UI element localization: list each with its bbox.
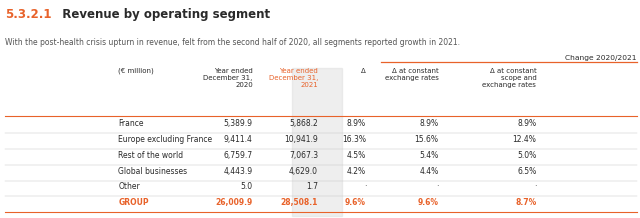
Bar (292, 68, 342, 216)
Text: 4.4%: 4.4% (419, 167, 438, 175)
Text: 10,941.9: 10,941.9 (284, 135, 318, 144)
Text: 5,389.9: 5,389.9 (224, 119, 253, 128)
Text: 5.3.2.1: 5.3.2.1 (5, 8, 52, 21)
Text: 9.6%: 9.6% (345, 198, 366, 207)
Text: 15.6%: 15.6% (415, 135, 438, 144)
Text: 16.3%: 16.3% (342, 135, 366, 144)
Text: GROUP: GROUP (118, 198, 149, 207)
Text: 28,508.1: 28,508.1 (281, 198, 318, 207)
Text: Change 2020/2021: Change 2020/2021 (565, 55, 637, 61)
Text: Year ended
December 31,
2020: Year ended December 31, 2020 (204, 68, 253, 88)
Text: 7,067.3: 7,067.3 (289, 151, 318, 160)
Text: With the post-health crisis upturn in revenue, felt from the second half of 2020: With the post-health crisis upturn in re… (5, 38, 460, 47)
Text: Year ended
December 31,
2021: Year ended December 31, 2021 (269, 68, 318, 88)
Text: Δ: Δ (362, 68, 366, 74)
Text: ·: · (534, 182, 536, 191)
Text: 6,759.7: 6,759.7 (223, 151, 253, 160)
Text: (€ million): (€ million) (118, 68, 154, 74)
Text: France: France (118, 119, 144, 128)
Text: 8.9%: 8.9% (347, 119, 366, 128)
Text: Revenue by operating segment: Revenue by operating segment (54, 8, 271, 21)
Text: Δ at constant
scope and
exchange rates: Δ at constant scope and exchange rates (483, 68, 536, 88)
Text: Rest of the world: Rest of the world (118, 151, 184, 160)
Text: 12.4%: 12.4% (513, 135, 536, 144)
Text: 8.9%: 8.9% (517, 119, 536, 128)
Text: 5.0%: 5.0% (517, 151, 536, 160)
Text: Other: Other (118, 182, 140, 191)
Text: 5.0: 5.0 (241, 182, 253, 191)
Text: 26,009.9: 26,009.9 (216, 198, 253, 207)
Text: 9.6%: 9.6% (417, 198, 438, 207)
Text: 8.7%: 8.7% (515, 198, 536, 207)
Text: 4,629.0: 4,629.0 (289, 167, 318, 175)
Text: 6.5%: 6.5% (517, 167, 536, 175)
Text: 8.9%: 8.9% (419, 119, 438, 128)
Text: 1.7: 1.7 (306, 182, 318, 191)
Text: Δ at constant
exchange rates: Δ at constant exchange rates (385, 68, 438, 81)
Text: 4,443.9: 4,443.9 (223, 167, 253, 175)
Text: 4.2%: 4.2% (347, 167, 366, 175)
Text: 5,868.2: 5,868.2 (289, 119, 318, 128)
Text: 9,411.4: 9,411.4 (224, 135, 253, 144)
Text: 4.5%: 4.5% (347, 151, 366, 160)
Text: ·: · (364, 182, 366, 191)
Text: 5.4%: 5.4% (419, 151, 438, 160)
Text: ·: · (436, 182, 438, 191)
Text: Global businesses: Global businesses (118, 167, 188, 175)
Text: Europe excluding France: Europe excluding France (118, 135, 212, 144)
